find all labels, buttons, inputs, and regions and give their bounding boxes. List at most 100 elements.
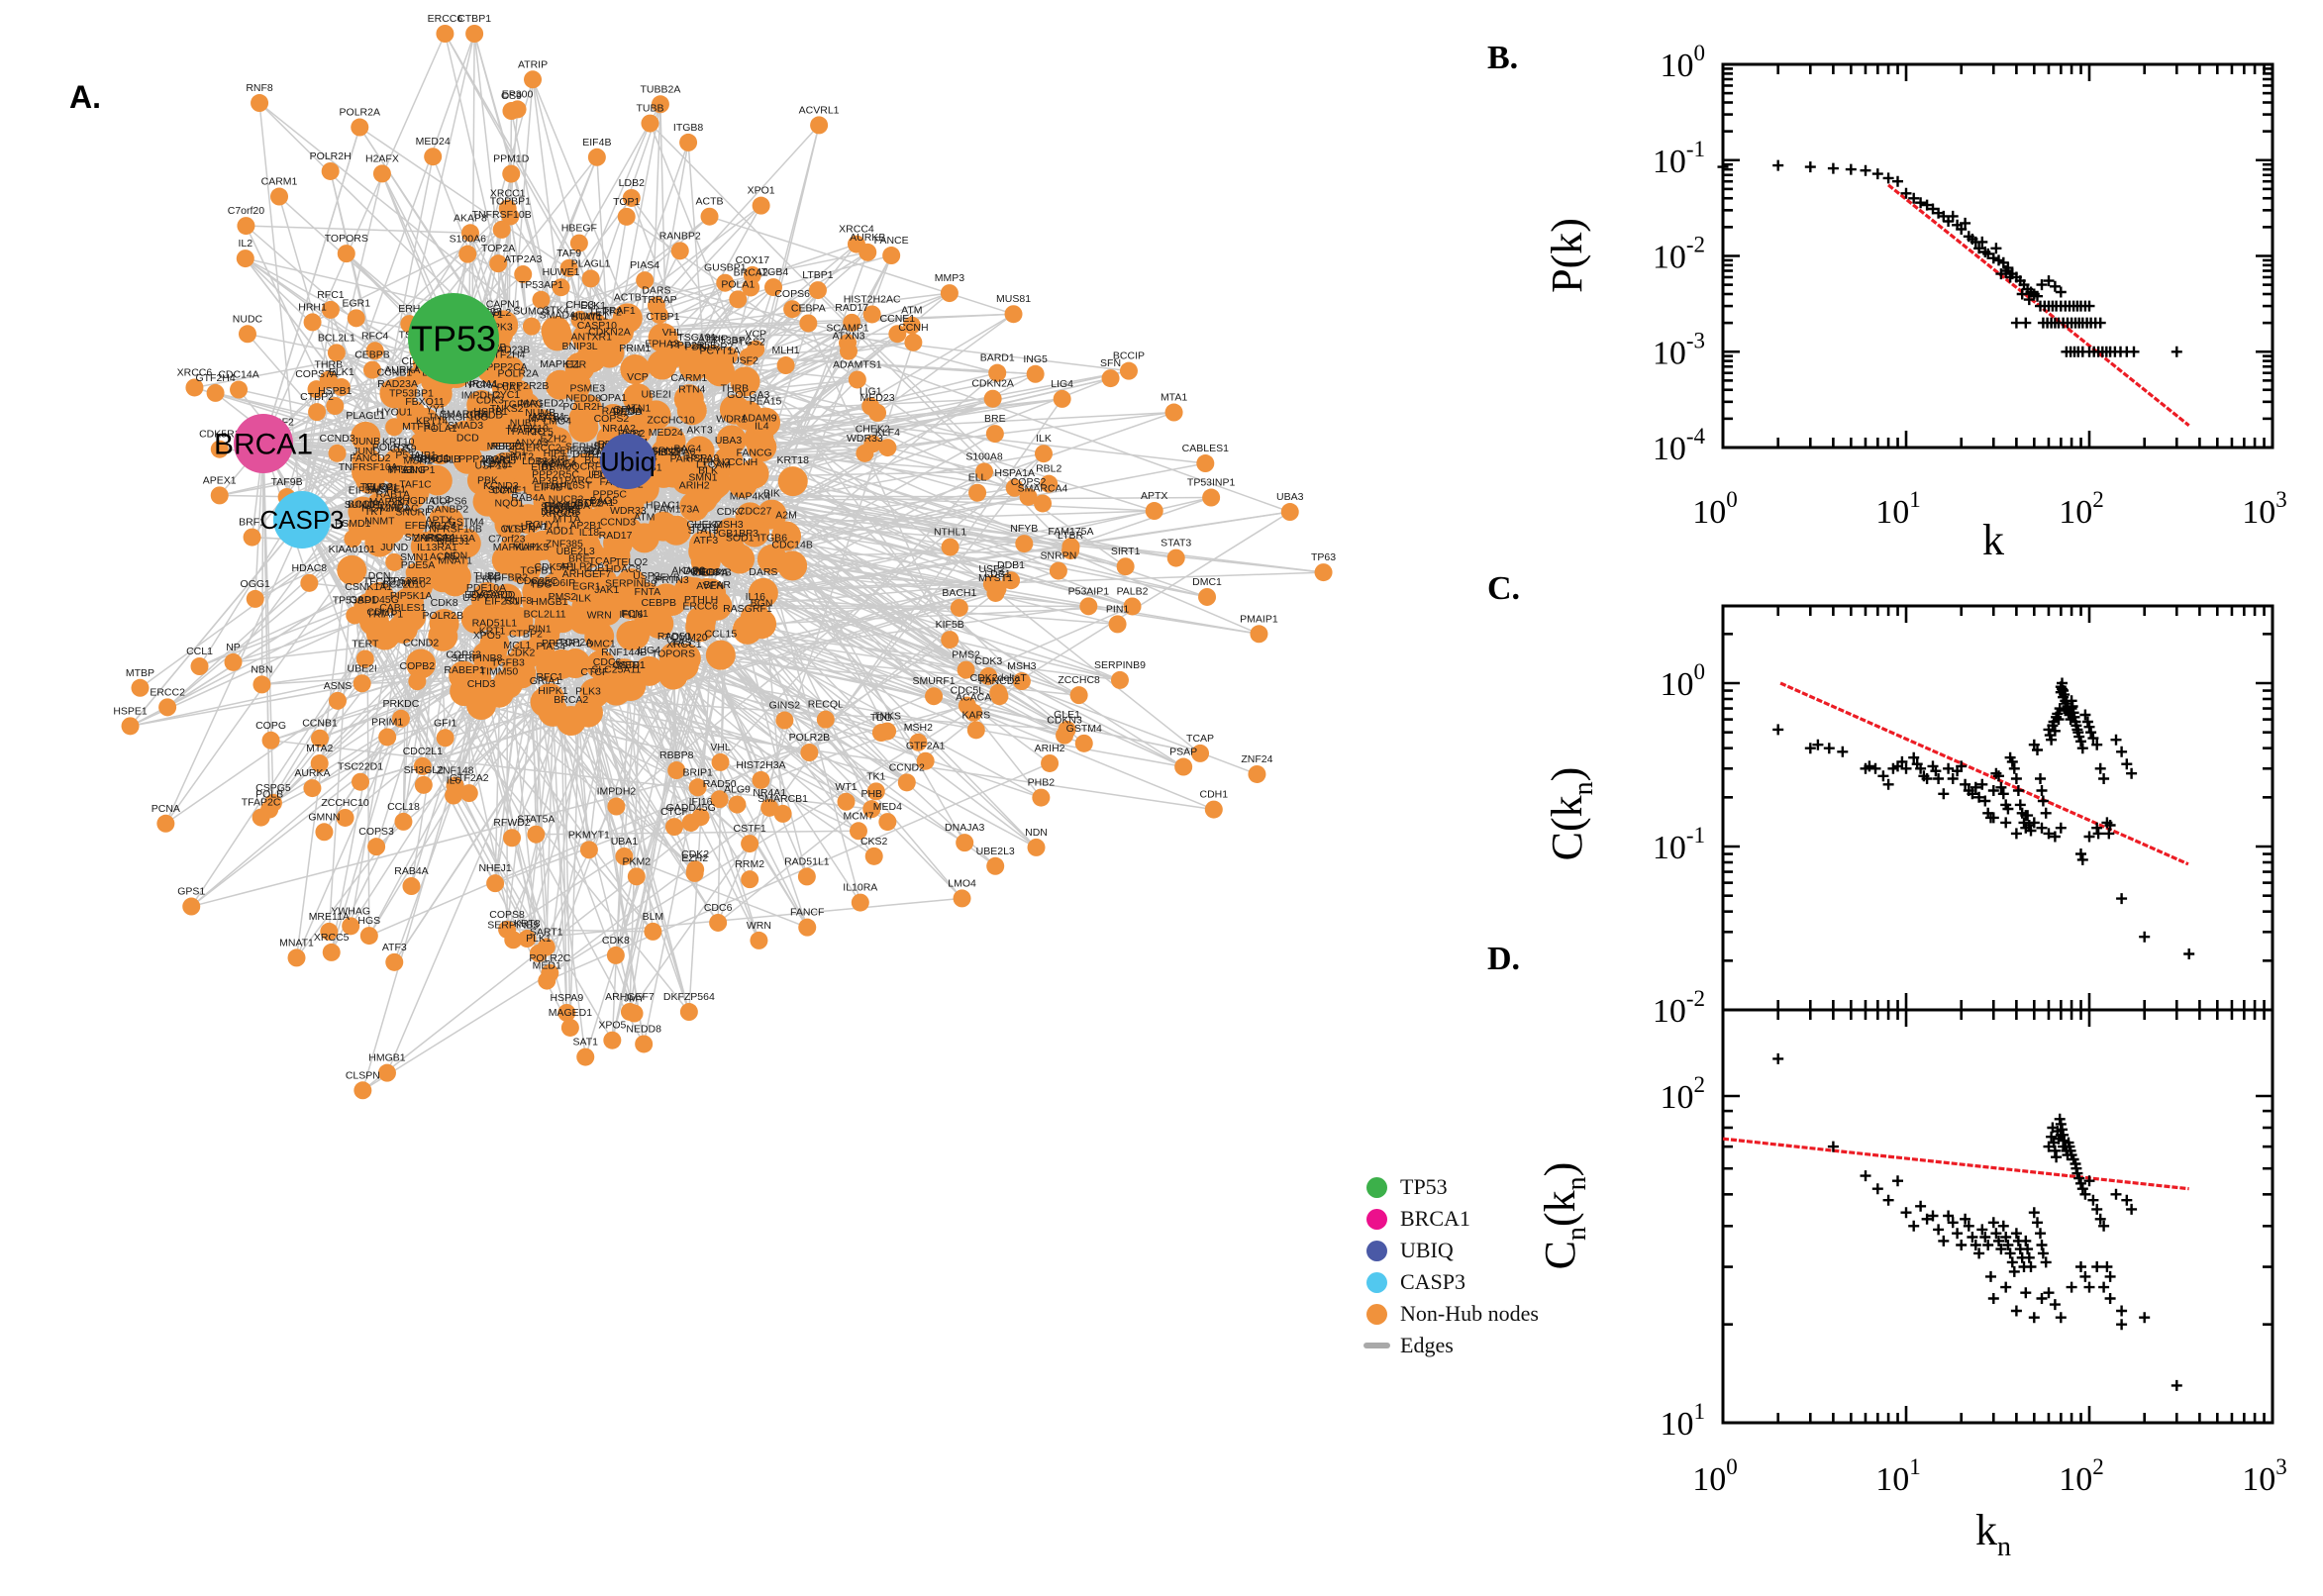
non-hub-node [1191, 744, 1210, 762]
non-hub-node [504, 931, 523, 949]
legend-item-casp3: CASP3 [1366, 1266, 1539, 1298]
node-label: CTBP1 [647, 311, 680, 323]
y-axis-title: C(kn​) [1543, 767, 1599, 861]
node-label: CARM1 [670, 372, 707, 384]
non-hub-node [701, 467, 732, 498]
non-hub-node [730, 366, 760, 397]
x-axis-title: kn​ [1975, 1506, 2011, 1562]
non-hub-node [1032, 788, 1051, 807]
node-label: POLA1 [424, 423, 457, 435]
non-hub-node [408, 672, 427, 691]
node-label: RRM2 [542, 461, 571, 473]
non-hub-node [941, 631, 960, 649]
non-hub-node [421, 464, 440, 483]
non-hub-node [182, 897, 201, 916]
network-nodes [121, 25, 1333, 1100]
network-edge [544, 701, 638, 877]
node-label: HIST2H3A [426, 533, 475, 545]
panel-d-label: D. [1487, 941, 1521, 977]
non-hub-node [916, 751, 935, 770]
non-hub-node [601, 675, 632, 706]
non-hub-node [839, 334, 858, 352]
network-edge [615, 452, 1045, 808]
non-hub-node [620, 353, 651, 384]
non-hub-node [1196, 454, 1215, 473]
node-label: GTF2A1 [575, 497, 615, 509]
non-hub-node [598, 403, 629, 434]
non-hub-node [414, 775, 433, 794]
non-hub-node [627, 867, 646, 886]
non-hub-node [607, 797, 626, 816]
node-label: CDK8 [431, 597, 458, 609]
network-edge [442, 577, 552, 974]
network-edge [480, 588, 998, 706]
protein-network-graph: TCAP PRIM1 NHEJ1 TP53INP1 P53AIP1 TFAP2C KLF4 C… [113, 13, 1336, 1100]
non-hub-node [491, 545, 522, 575]
nonhub-node-swatch [1366, 1303, 1387, 1325]
network-edge [760, 623, 1215, 811]
node-label: LDB1 [584, 562, 610, 574]
node-label: BRF1 [551, 453, 577, 465]
non-hub-node [985, 425, 1004, 444]
non-hub-node [541, 480, 571, 511]
network-edge [270, 740, 872, 810]
non-hub-node [679, 1003, 698, 1022]
non-hub-node [748, 577, 778, 608]
non-hub-node [391, 709, 410, 728]
non-hub-node [346, 606, 364, 625]
non-hub-node [190, 657, 209, 676]
network-edge [761, 446, 1208, 598]
node-label: KLF4 [432, 521, 456, 533]
network-edge [262, 127, 360, 445]
non-hub-node [321, 300, 340, 319]
network-edge [402, 628, 1079, 696]
non-hub-node [1145, 502, 1163, 521]
node-label: POLR2C [372, 442, 414, 453]
non-hub-node [465, 25, 484, 43]
non-hub-node [636, 271, 655, 290]
non-hub-node [308, 403, 327, 422]
node-label: COPB2 [545, 504, 580, 516]
non-hub-node [367, 838, 386, 856]
non-hub-node [1040, 474, 1059, 493]
non-hub-node [979, 666, 998, 685]
non-hub-node [385, 418, 404, 437]
non-hub-node [252, 808, 270, 827]
node-label: NEDD8 [565, 393, 601, 405]
non-hub-node [581, 269, 600, 288]
network-edge [350, 604, 408, 927]
non-hub-node [508, 100, 527, 119]
network-edge [166, 561, 395, 708]
node-label: ARIH2 [679, 480, 710, 492]
non-hub-node [385, 513, 404, 532]
node-label: RAD23A [602, 405, 643, 417]
network-edge [251, 216, 511, 539]
non-hub-node [735, 502, 765, 533]
non-hub-node [156, 814, 175, 833]
non-hub-node [502, 164, 521, 183]
non-hub-node [261, 731, 280, 749]
node-label: TELO2 [615, 556, 648, 568]
non-hub-node [810, 116, 829, 135]
x-tick-label: 101 [1875, 1454, 1921, 1498]
non-hub-node [1166, 549, 1185, 567]
non-hub-node [1034, 445, 1053, 463]
node-label: WRN [587, 610, 612, 622]
node-label: HSPA9 [686, 452, 720, 464]
non-hub-node [851, 893, 869, 912]
y-tick-label: 102 [1661, 1072, 1706, 1116]
node-label: NFYB [653, 571, 680, 583]
y-tick-label: 10-4 [1653, 424, 1706, 467]
network-edge [537, 377, 1111, 603]
non-hub-node [224, 652, 243, 671]
tp53-hub-swatch [1366, 1176, 1387, 1198]
non-hub-node [237, 217, 255, 236]
non-hub-node [968, 483, 987, 502]
non-hub-node [541, 963, 559, 982]
node-label: TNFRSF10B [423, 524, 482, 536]
non-hub-node [503, 829, 522, 848]
network-edge [649, 123, 1071, 551]
non-hub-node [670, 242, 689, 260]
node-label: CCNE1 [492, 484, 528, 496]
non-hub-node [378, 728, 397, 747]
